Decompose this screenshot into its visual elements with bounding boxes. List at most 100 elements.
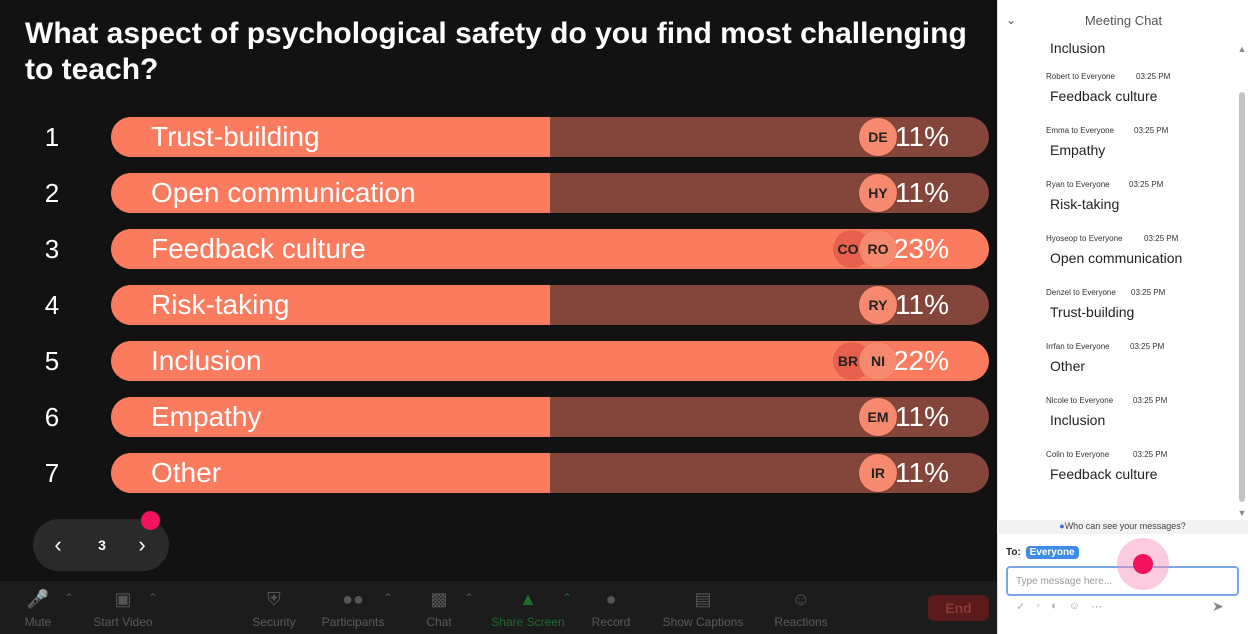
security-button[interactable]: ⛨ Security bbox=[248, 587, 300, 629]
chat-time: 03:25 PM bbox=[1136, 72, 1171, 81]
person-lock-icon: ● bbox=[1059, 521, 1065, 531]
cursor-pointer bbox=[1133, 554, 1153, 574]
record-icon: ● bbox=[605, 589, 617, 609]
microphone-icon: 🎤 bbox=[26, 589, 50, 609]
chat-text: Other bbox=[1050, 358, 1086, 374]
poll-bar: Feedback culture RO CO 23% bbox=[111, 229, 989, 269]
chevron-left-icon[interactable]: ‹ bbox=[54, 532, 62, 557]
chat-time: 03:25 PM bbox=[1144, 234, 1179, 243]
chat-title: Meeting Chat bbox=[1084, 13, 1163, 28]
poll-percent: 11% bbox=[895, 289, 949, 320]
start-video-button[interactable]: ▣ Start Video bbox=[88, 587, 158, 629]
captions-icon: ▤ bbox=[694, 589, 712, 609]
poll-percent: 11% bbox=[895, 177, 949, 208]
poll-option-label: Empathy bbox=[151, 401, 262, 432]
who-can-see-link[interactable]: ●Who can see your messages? bbox=[997, 521, 1248, 531]
end-meeting-button[interactable]: End bbox=[928, 595, 989, 621]
poll-bar-fill bbox=[111, 397, 550, 437]
chat-sender: Robert to Everyone bbox=[1046, 72, 1115, 81]
record-button[interactable]: ● Record bbox=[588, 587, 634, 629]
chat-time: 03:25 PM bbox=[1133, 396, 1168, 405]
poll-percent: 11% bbox=[895, 121, 949, 152]
scroll-down-arrow-icon[interactable]: ▼ bbox=[1237, 508, 1247, 518]
show-captions-button[interactable]: ▤ Show Captions bbox=[657, 587, 749, 629]
chat-scrollbar[interactable]: ▲ ▼ bbox=[1236, 44, 1248, 520]
scroll-thumb[interactable] bbox=[1239, 92, 1245, 502]
screenshot-icon[interactable]: ◦ bbox=[1036, 600, 1041, 612]
security-label: Security bbox=[252, 615, 296, 629]
poll-row: 3 Feedback culture RO CO 23% bbox=[0, 229, 997, 269]
share-options-caret[interactable]: ⌃ bbox=[562, 591, 573, 605]
chat-message-list: Inclusion Robert to Everyone 03:25 PM Feedb… bbox=[998, 38, 1234, 520]
poll-bar: Trust-building DE 11% bbox=[111, 117, 989, 157]
chat-sender: Ryan to Everyone bbox=[1046, 180, 1110, 189]
chat-sender: Colin to Everyone bbox=[1046, 450, 1110, 459]
page-number: 3 bbox=[98, 537, 106, 553]
more-icon[interactable]: ⋯ bbox=[1091, 601, 1103, 613]
voter-avatars: NI BR bbox=[833, 342, 897, 380]
chat-time: 03:25 PM bbox=[1134, 126, 1169, 135]
shield-icon: ⛨ bbox=[267, 589, 281, 609]
voter-avatar: RY bbox=[859, 286, 897, 324]
format-icon[interactable]: ✓ bbox=[1016, 601, 1026, 613]
chat-options-caret[interactable]: ⌃ bbox=[464, 591, 475, 605]
mute-button[interactable]: 🎤 Mute bbox=[18, 587, 58, 629]
poll-bar-fill bbox=[111, 173, 550, 213]
poll-bar-fill bbox=[111, 117, 550, 157]
poll-option-label: Inclusion bbox=[151, 345, 262, 376]
file-icon[interactable]: ◐ bbox=[1051, 600, 1058, 612]
chat-message-input[interactable] bbox=[1006, 566, 1239, 596]
chat-sender: Irrfan to Everyone bbox=[1046, 342, 1110, 351]
poll-row: 5 Inclusion NI BR 22% bbox=[0, 341, 997, 381]
poll-rank: 5 bbox=[44, 346, 60, 376]
who-can-see-bar[interactable]: ●Who can see your messages? bbox=[997, 520, 1248, 534]
chevron-right-icon[interactable]: › bbox=[138, 532, 146, 557]
poll-bar: Empathy EM 11% bbox=[111, 397, 989, 437]
voter-avatars: IR bbox=[859, 454, 897, 492]
chat-time: 03:25 PM bbox=[1130, 342, 1165, 351]
send-icon[interactable]: ➤ bbox=[1212, 598, 1224, 614]
mute-options-caret[interactable]: ⌃ bbox=[64, 591, 75, 605]
poll-rank: 1 bbox=[44, 122, 60, 152]
poll-row: 7 Other IR 11% bbox=[0, 453, 997, 493]
poll-option-label: Trust-building bbox=[151, 121, 320, 152]
chat-time: 03:25 PM bbox=[1129, 180, 1164, 189]
poll-option-label: Open communication bbox=[151, 177, 416, 208]
poll-question: What aspect of psychological safety do y… bbox=[25, 17, 967, 86]
video-off-icon: ▣ bbox=[114, 589, 132, 609]
emoji-icon[interactable]: ☺ bbox=[1068, 600, 1081, 612]
poll-rank: 4 bbox=[44, 290, 60, 320]
chat-text: Trust-building bbox=[1050, 304, 1135, 320]
chat-bubble-icon: ▩ bbox=[430, 589, 448, 609]
poll-rank: 6 bbox=[44, 402, 60, 432]
poll-rank: 2 bbox=[44, 178, 60, 208]
record-label: Record bbox=[591, 615, 631, 629]
scroll-up-arrow-icon[interactable]: ▲ bbox=[1237, 44, 1247, 54]
poll-option-label: Feedback culture bbox=[151, 233, 366, 264]
share-screen-button[interactable]: ▲ Share Screen bbox=[487, 587, 569, 629]
voter-avatar: IR bbox=[859, 454, 897, 492]
participants-options-caret[interactable]: ⌃ bbox=[383, 591, 394, 605]
emoji-plus-icon: ☺ bbox=[791, 589, 811, 609]
video-options-caret[interactable]: ⌃ bbox=[148, 591, 159, 605]
participants-icon: ●● bbox=[342, 589, 364, 609]
chevron-down-icon[interactable]: ⌄ bbox=[1006, 13, 1017, 27]
voter-avatars: DE bbox=[859, 118, 897, 156]
to-label: To: bbox=[1006, 547, 1021, 558]
voter-avatar: RO bbox=[859, 230, 897, 268]
voter-avatar: DE bbox=[859, 118, 897, 156]
chat-button[interactable]: ▩ Chat bbox=[420, 587, 458, 629]
chat-text: Inclusion bbox=[1050, 40, 1106, 56]
chat-sender: Denzel to Everyone bbox=[1046, 288, 1116, 297]
poll-percent: 11% bbox=[895, 457, 949, 488]
recipient-selector[interactable]: Everyone bbox=[1025, 546, 1079, 559]
chat-time: 03:25 PM bbox=[1133, 450, 1168, 459]
reactions-button[interactable]: ☺ Reactions bbox=[770, 587, 832, 629]
chat-label: Chat bbox=[426, 615, 452, 629]
chat-time: 03:25 PM bbox=[1131, 288, 1166, 297]
poll-rank: 3 bbox=[44, 234, 60, 264]
who-can-see-text: Who can see your messages? bbox=[1064, 521, 1186, 531]
poll-rank: 7 bbox=[44, 458, 60, 488]
poll-row: 1 Trust-building DE 11% bbox=[0, 117, 997, 157]
participants-button[interactable]: ●● Participants bbox=[316, 587, 390, 629]
